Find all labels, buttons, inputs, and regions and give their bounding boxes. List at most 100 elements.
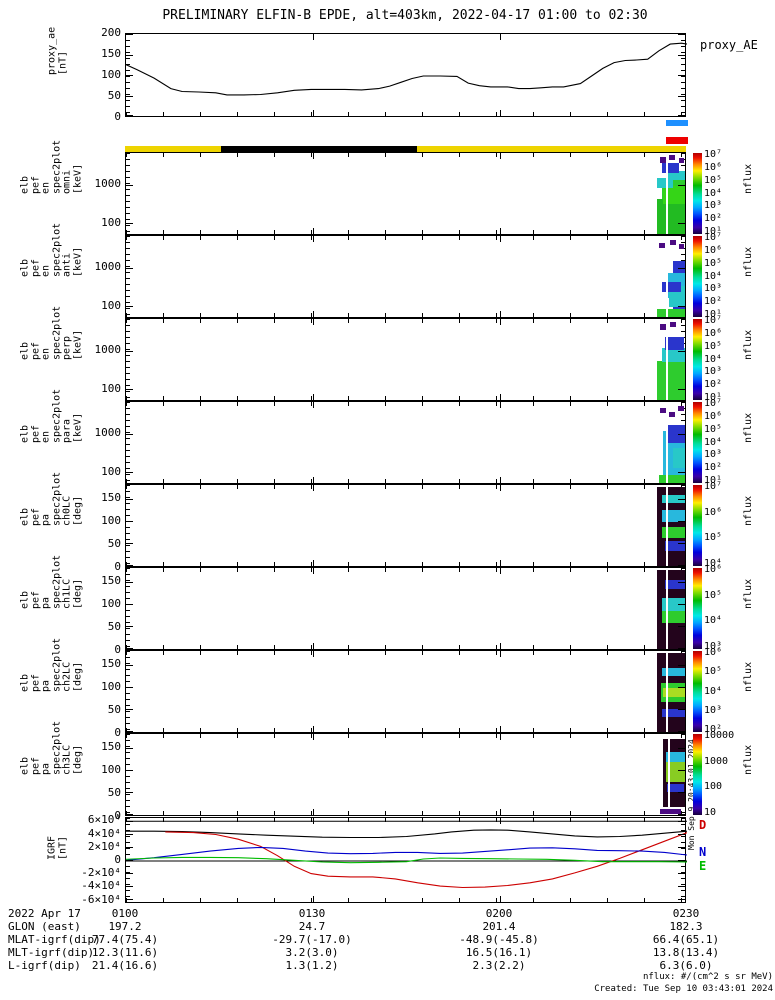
y-major-tick — [126, 267, 133, 269]
x-major-tick — [313, 818, 314, 824]
spectrogram-data-anti — [657, 309, 685, 317]
colorbar-tick-label: 1000 — [704, 755, 729, 767]
igrf-ytick-label: -4×10⁴ — [81, 879, 121, 893]
colorbar-para — [693, 402, 702, 483]
created-timestamp: Created: Tue Sep 10 03:43:01 2024 — [594, 984, 773, 994]
igrf-legend-N: N — [699, 845, 707, 859]
x-major-tick — [500, 402, 501, 408]
minor-ticks — [126, 728, 685, 732]
y-major-tick — [126, 769, 133, 771]
spectrogram-data-ch0LC — [664, 541, 685, 552]
spectrogram-data-ch0LC — [661, 494, 685, 504]
spectrogram-panel-omni — [125, 152, 686, 235]
colorbar-tick-label: 10⁶ — [704, 327, 723, 339]
colorbar-tick-label: 10² — [704, 296, 723, 308]
spectrogram-data-para — [667, 425, 685, 444]
minor-ticks — [126, 319, 685, 323]
y-major-tick — [126, 433, 133, 435]
igrf-line-chart — [126, 820, 687, 889]
bottom-cell: -29.7(-17.0) — [272, 933, 352, 946]
colorbar-tick-label: 10⁶ — [704, 244, 723, 256]
colorbar-ch1LC — [693, 568, 702, 649]
colorbar-tick-label: 10⁷ — [704, 231, 723, 243]
spectrogram-data-omni — [657, 177, 673, 188]
bottom-row-label: MLAT-igrf(dip) — [8, 933, 101, 946]
x-minor-ticks — [126, 898, 685, 902]
bottom-cell: 3.2(3.0) — [285, 946, 339, 959]
colorbar-tick-label: 10¹ — [704, 475, 723, 487]
x-major-tick — [313, 319, 314, 325]
bottom-cell: 12.3(11.6) — [91, 946, 159, 959]
bottom-cell: 182.3 — [669, 920, 703, 933]
x-major-tick — [500, 311, 501, 317]
x-minor-ticks — [126, 112, 685, 116]
colorbar-tick-label: 10¹ — [704, 392, 723, 404]
x-major-tick — [313, 153, 314, 159]
igrf-legend-E: E — [699, 859, 707, 873]
colorbar-tick-label: 10² — [704, 213, 723, 225]
y-major-tick — [126, 686, 133, 688]
igrf-ytick-label: 2×10⁴ — [87, 839, 121, 853]
y-major-tick — [126, 834, 133, 836]
minor-ticks — [126, 485, 685, 489]
y-major-tick — [126, 898, 133, 900]
spectro-ytick-label: 150 — [101, 739, 121, 753]
colorbar-tick-label: 10⁶ — [704, 410, 723, 422]
colorbar-tick-label: 10⁵ — [704, 174, 723, 186]
colorbar-tick-label: 10⁶ — [704, 506, 723, 518]
spectrogram-data-omni — [663, 186, 685, 205]
minor-ticks — [126, 153, 685, 157]
y-major-tick — [678, 565, 685, 566]
day-night-segment — [416, 146, 686, 152]
y-major-tick — [126, 581, 133, 583]
y-major-tick — [126, 648, 133, 649]
colorbar-tick-label: 10¹ — [704, 226, 723, 238]
x-major-tick — [313, 110, 314, 116]
x-major-tick — [500, 726, 501, 732]
x-minor-ticks — [126, 818, 685, 822]
y-major-tick — [126, 471, 133, 473]
spectrogram-panel-anti — [125, 235, 686, 318]
y-major-tick — [678, 834, 685, 836]
y-major-tick — [126, 603, 133, 605]
spectro-ytick-label: 50 — [107, 702, 121, 716]
y-major-tick — [126, 95, 133, 97]
bottom-cell: 6.3(6.0) — [659, 959, 713, 972]
x-major-tick — [313, 485, 314, 491]
y-major-tick — [678, 267, 685, 269]
minor-ticks — [126, 568, 685, 572]
bottom-cell: 66.4(65.1) — [652, 933, 720, 946]
y-major-tick — [678, 95, 685, 97]
spectrogram-data-ch2LC — [661, 709, 685, 718]
colorbar-tick-label: 10⁷ — [704, 148, 723, 160]
y-major-tick — [126, 821, 133, 823]
bottom-row-label: L-igrf(dip) — [8, 959, 81, 972]
colorbar-tick-label: 10⁴ — [704, 270, 723, 282]
y-major-tick — [678, 898, 685, 900]
y-major-tick — [678, 34, 685, 35]
spectrogram-data-ch3LC — [665, 752, 685, 763]
colorbar-perp — [693, 319, 702, 400]
spectrogram-data-para — [660, 407, 666, 413]
spectrogram-data-perp — [660, 323, 667, 330]
colorbar-tick-label: 10¹ — [704, 309, 723, 321]
y-major-tick — [126, 543, 133, 545]
igrf-ytick-label: 6×10⁴ — [87, 813, 121, 827]
spectrogram-data-ch0LC — [661, 526, 685, 539]
minor-ticks — [126, 645, 685, 649]
x-major-tick — [500, 485, 501, 491]
proxy-ytick-label: 150 — [101, 47, 121, 60]
spectrogram-data-omni — [660, 157, 666, 163]
spectrogram-data-ch1LC — [665, 569, 669, 649]
y-major-tick — [126, 54, 133, 56]
x-major-tick — [313, 228, 314, 234]
colorbar-tick-label: 10⁵ — [704, 589, 723, 601]
x-major-tick — [313, 402, 314, 408]
minor-ticks — [126, 236, 685, 240]
x-major-tick — [500, 110, 501, 116]
x-major-tick — [313, 568, 314, 574]
x-major-tick — [500, 34, 501, 40]
minor-ticks — [126, 319, 130, 400]
bottom-cell: 0100 — [111, 907, 139, 920]
y-major-tick — [126, 860, 133, 861]
